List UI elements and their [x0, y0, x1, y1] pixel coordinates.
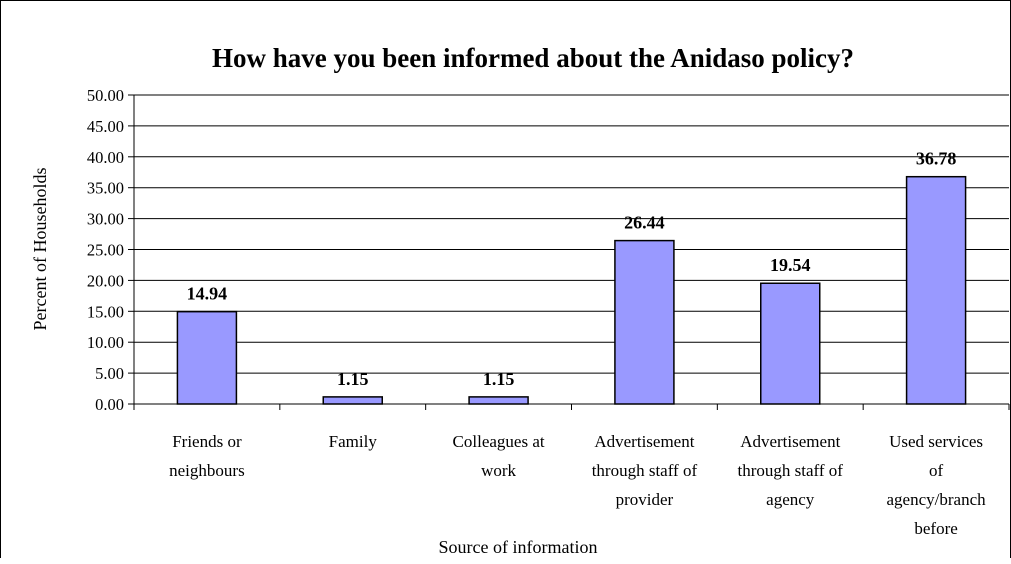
x-category-label: Friends or neighbours: [169, 432, 245, 480]
x-category-label: Family: [329, 432, 378, 451]
data-label: 36.78: [916, 149, 957, 169]
bar: [760, 282, 821, 405]
data-label: 26.44: [624, 213, 665, 233]
x-category-label: Advertisement through staff of agency: [738, 432, 844, 509]
data-labels: 14.94 1.15 1.15 26.44 19.54 36.78: [187, 149, 957, 389]
x-category-label: Used services of agency/branch before: [887, 432, 987, 538]
gridlines: [134, 94, 1009, 374]
y-axis-label: Percent of Households: [30, 168, 50, 331]
x-axis-label: Source of information: [439, 537, 598, 557]
bar: [322, 396, 383, 405]
x-axis-categories: Friends or neighbours Family Colleagues at w…: [169, 432, 986, 538]
chart-title: How have you been informed about the Ani…: [212, 43, 854, 73]
x-category-label: Colleagues at work: [453, 432, 545, 480]
data-label: 1.15: [337, 369, 369, 389]
y-tick-label: 15.00: [87, 302, 124, 321]
data-label: 1.15: [483, 369, 515, 389]
data-label: 14.94: [187, 284, 228, 304]
y-tick-label: 0.00: [95, 395, 124, 414]
x-axis-ticks: [133, 404, 1010, 410]
bar: [176, 310, 238, 405]
bar: [468, 396, 529, 405]
x-category-label: Advertisement through staff of provider: [592, 432, 698, 509]
y-tick-label: 5.00: [95, 364, 124, 383]
y-tick-label: 25.00: [87, 241, 124, 260]
y-tick-label: 35.00: [87, 179, 124, 198]
y-tick-label: 50.00: [87, 86, 124, 105]
y-tick-label: 30.00: [87, 210, 124, 229]
bar: [905, 175, 967, 405]
data-label: 19.54: [770, 255, 811, 275]
y-tick-label: 20.00: [87, 271, 124, 290]
bars: [176, 175, 967, 405]
y-axis-ticks: 0.00 5.00 10.00 15.00 20.00 25.00 30.00 35.00 40…: [87, 86, 134, 414]
y-tick-label: 45.00: [87, 117, 124, 136]
y-tick-label: 10.00: [87, 333, 124, 352]
bar: [614, 239, 675, 405]
y-tick-label: 40.00: [87, 148, 124, 167]
